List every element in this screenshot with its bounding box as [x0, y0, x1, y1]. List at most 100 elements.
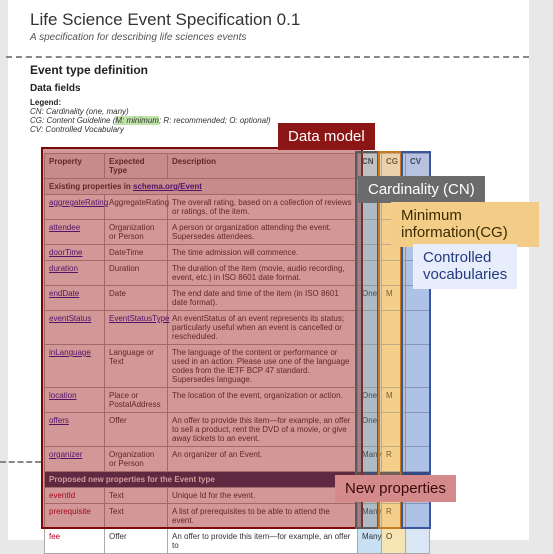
schema-link[interactable]: schema.org/Event — [133, 182, 202, 191]
table-cell: The end date and time of the item (in IS… — [168, 286, 358, 311]
table-cell — [382, 261, 406, 286]
prop-link[interactable]: doorTime — [49, 248, 83, 257]
table-row: location Place or PostalAddressThe locati… — [45, 388, 430, 413]
table-cell — [358, 245, 382, 261]
table-cell: fee — [45, 529, 105, 554]
table-cell: Offer — [105, 413, 168, 447]
col-cn: CN — [358, 154, 382, 179]
table-cell: One — [358, 413, 382, 447]
prop-link[interactable]: location — [49, 391, 77, 400]
prop-link[interactable]: endDate — [49, 289, 79, 298]
callout-cv-line1: Controlled — [423, 249, 491, 266]
table-cell: DateTime — [105, 245, 168, 261]
table-row: duration DurationThe duration of the item… — [45, 261, 430, 286]
table-cell: duration — [45, 261, 105, 286]
prop-link[interactable]: duration — [49, 264, 78, 273]
table-cell: The time admission will commence. — [168, 245, 358, 261]
table-cell — [406, 345, 430, 388]
table-cell — [358, 220, 382, 245]
table-cell: Text — [105, 488, 168, 504]
table-cell: An offer to provide this item—for exampl… — [168, 529, 358, 554]
legend-cn: CN: Cardinality (one, many) — [30, 107, 507, 116]
legend-cv: CV: Controlled Vocabulary — [30, 125, 507, 134]
table-cell: EventStatusType — [105, 311, 168, 345]
table-cell — [382, 245, 406, 261]
table-cell: doorTime — [45, 245, 105, 261]
legend-cg-highlight: M: minimum — [115, 116, 159, 125]
table-cell: Organization or Person — [105, 220, 168, 245]
table-cell: O — [382, 529, 406, 554]
section-heading: Event type definition — [30, 63, 507, 77]
table-cell — [406, 447, 430, 472]
col-property: Property — [45, 154, 105, 179]
table-cell — [406, 388, 430, 413]
table-cell: prerequisite — [45, 504, 105, 529]
table-cell: A list of prerequisites to be able to at… — [168, 504, 358, 529]
doc-title: Life Science Event Specification 0.1 — [30, 10, 507, 30]
table-cell: offers — [45, 413, 105, 447]
table-cell — [358, 261, 382, 286]
datafields-heading: Data fields — [30, 83, 507, 94]
table-cell: M — [382, 388, 406, 413]
table-cell: Language or Text — [105, 345, 168, 388]
table-cell: M — [382, 286, 406, 311]
prop-link[interactable]: organizer — [49, 450, 82, 459]
table-cell — [406, 504, 430, 529]
table-row: doorTime DateTimeThe time admission will … — [45, 245, 430, 261]
table-cell: organizer — [45, 447, 105, 472]
table-cell: A person or organization attending the e… — [168, 220, 358, 245]
table-cell: Many — [358, 447, 382, 472]
table-cell: inLanguage — [45, 345, 105, 388]
table-cell: eventStatus — [45, 311, 105, 345]
table-row: endDate DateThe end date and time of the … — [45, 286, 430, 311]
prop-link[interactable]: inLanguage — [49, 348, 91, 357]
table-cell — [406, 286, 430, 311]
table-cell: The language of the content or performan… — [168, 345, 358, 388]
callout-cv-line2: vocabularies — [423, 266, 507, 283]
table-cell: Many — [358, 504, 382, 529]
prop-link[interactable]: offers — [49, 416, 69, 425]
table-cell: The location of the event, organization … — [168, 388, 358, 413]
table-cell: An offer to provide this item—for exampl… — [168, 413, 358, 447]
table-row: feeOfferAn offer to provide this item—fo… — [45, 529, 430, 554]
prop-link[interactable]: attendee — [49, 223, 80, 232]
callout-cv: Controlled vocabularies — [413, 244, 517, 289]
col-expected-type: Expected Type — [105, 154, 168, 179]
type-link[interactable]: EventStatusType — [109, 314, 169, 323]
callout-cg-line1: Minimum — [401, 207, 462, 224]
callout-data-model: Data model — [278, 123, 375, 150]
table-cell: aggregateRating — [45, 195, 105, 220]
table-cell — [358, 311, 382, 345]
table-row: prerequisiteTextA list of prerequisites … — [45, 504, 430, 529]
callout-cn: Cardinality (CN) — [358, 176, 485, 203]
table-cell: The duration of the item (movie, audio r… — [168, 261, 358, 286]
table-cell: AggregateRating — [105, 195, 168, 220]
table-cell: location — [45, 388, 105, 413]
table-cell: Unique Id for the event. — [168, 488, 358, 504]
table-row: attendee Organization or PersonA person o… — [45, 220, 430, 245]
table-cell — [382, 413, 406, 447]
table-cell — [406, 413, 430, 447]
dashed-divider-bottom — [0, 461, 41, 463]
legend-cg-post: ; R: recommended; O: optional) — [159, 116, 271, 125]
prop-link[interactable]: aggregateRating — [49, 198, 108, 207]
callout-cg: Minimum information(CG) — [391, 202, 539, 247]
table-cell: Place or PostalAddress — [105, 388, 168, 413]
col-description: Description — [168, 154, 358, 179]
table-cell: Text — [105, 504, 168, 529]
table-cell: R — [382, 504, 406, 529]
table-row: offers OfferAn offer to provide this item… — [45, 413, 430, 447]
table-row: eventStatus EventStatusTypeAn eventStatus… — [45, 311, 430, 345]
table-cell: Date — [105, 286, 168, 311]
table-cell — [406, 529, 430, 554]
table-cell — [358, 345, 382, 388]
table-cell: One — [358, 388, 382, 413]
table-cell — [382, 311, 406, 345]
legend-cg: CG: Content Guideline (M: minimum; R: re… — [30, 116, 507, 125]
doc-subtitle: A specification for describing life scie… — [30, 32, 507, 43]
prop-link[interactable]: eventStatus — [49, 314, 91, 323]
callout-cg-line2: information(CG) — [401, 224, 508, 241]
table-cell: An eventStatus of an event represents it… — [168, 311, 358, 345]
table-cell: An organizer of an Event. — [168, 447, 358, 472]
table-cell: Duration — [105, 261, 168, 286]
